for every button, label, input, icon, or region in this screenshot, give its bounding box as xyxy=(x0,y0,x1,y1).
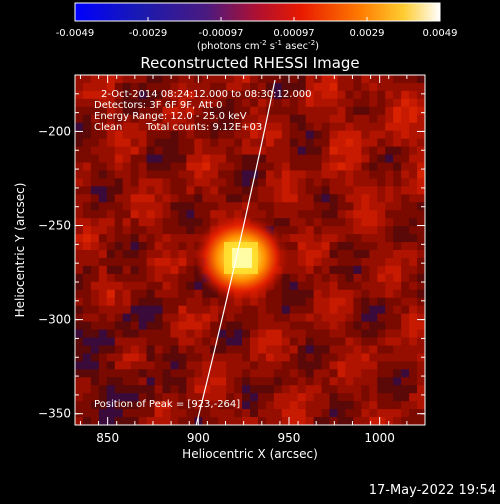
x-tick-label: 1000 xyxy=(364,431,395,445)
colorbar-tick-label: -0.0049 xyxy=(56,28,95,39)
colorbar-ticks: -0.0049 -0.0029 -0.00097 0.00097 0.0029 0.004… xyxy=(56,17,458,39)
x-tick-label: 900 xyxy=(187,431,210,445)
detectors-text: Detectors: 3F 6F 9F, Att 0 xyxy=(94,100,222,111)
x-tick-label: 850 xyxy=(96,431,119,445)
y-tick-label: −200 xyxy=(38,124,71,138)
plot-frame xyxy=(74,74,426,426)
y-axis: −200 −250 −300 −350 xyxy=(38,74,425,421)
y-tick-label: −350 xyxy=(38,407,71,421)
y-tick-label: −300 xyxy=(38,313,71,327)
footer-date: 17-May-2022 19:54 xyxy=(369,483,496,498)
x-axis-label: Heliocentric X (arcsec) xyxy=(182,447,318,461)
x-tick-label: 950 xyxy=(278,431,301,445)
time-range-text: 2-Oct-2014 08:24:12.000 to 08:30:12.000 xyxy=(101,89,312,100)
colorbar-tick-label: 0.0049 xyxy=(423,28,458,39)
image-area xyxy=(75,75,425,425)
colorbar-tick-label: 0.00097 xyxy=(273,28,314,39)
colorbar-units: (photons cm-2 s-1 asec-2) xyxy=(197,39,319,52)
solar-limb-line xyxy=(195,79,276,425)
energy-range-text: Energy Range: 12.0 - 25.0 keV xyxy=(94,111,247,122)
plot-title: Reconstructed RHESSI Image xyxy=(140,54,359,72)
x-axis: 850 900 950 1000 xyxy=(79,75,426,445)
peak-position-text: Position of Peak = [923,-264] xyxy=(94,399,240,410)
y-axis-label: Heliocentric Y (arcsec) xyxy=(13,183,27,318)
colorbar-tick-label: -0.0029 xyxy=(129,28,168,39)
total-counts-text: Total counts: 9.12E+03 xyxy=(145,122,262,133)
colorbar-tick-label: -0.00097 xyxy=(199,28,244,39)
method-text: Clean xyxy=(94,122,122,133)
y-tick-label: −250 xyxy=(38,219,71,233)
colorbar xyxy=(74,2,441,22)
colorbar-tick-label: 0.0029 xyxy=(350,28,385,39)
